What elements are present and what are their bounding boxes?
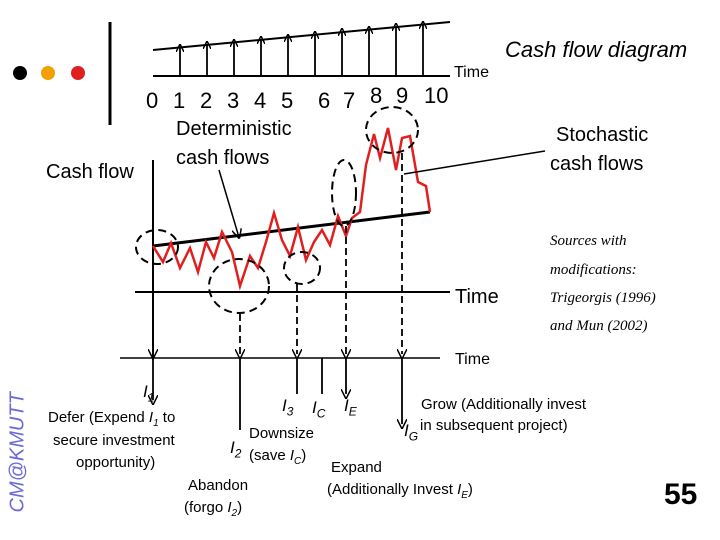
i2-label: I2	[230, 438, 241, 460]
expand-line1: Expand	[331, 459, 382, 476]
grow-line2: in subsequent project)	[420, 417, 568, 434]
orange-dot	[41, 66, 55, 80]
abandon-post: )	[237, 499, 243, 516]
abandon-line1: Abandon	[188, 477, 249, 494]
stochastic-label-line1: Stochastic	[556, 124, 649, 146]
ic-sub: C	[316, 406, 326, 421]
defer-line2: secure investment	[53, 432, 175, 449]
sources-line3: Trigeorgis (1996)	[550, 290, 656, 306]
sources-line2: modifications:	[550, 262, 637, 278]
watermark: CM@KMUTT	[6, 392, 29, 513]
deterministic-trend-line	[152, 210, 431, 248]
defer-text: Defer (Expend	[48, 409, 149, 426]
i3-sub: 3	[286, 404, 294, 419]
top-time-label: Time	[454, 64, 489, 81]
downsize-post: )	[301, 447, 307, 464]
option-lines	[153, 358, 402, 430]
stochastic-cash-flow-path	[151, 127, 432, 291]
tick-9: 9	[396, 83, 409, 108]
tick-2: 2	[200, 88, 213, 113]
sources-line4: and Mun (2002)	[550, 318, 648, 334]
stochastic-pointer	[403, 150, 546, 175]
ic-symbol: I	[312, 398, 317, 417]
defer-sub: 1	[153, 418, 159, 429]
grow-line1: Grow (Additionally invest	[421, 396, 587, 413]
ie-symbol: I	[344, 396, 349, 415]
i1-symbol: I	[143, 382, 148, 401]
expand-line2: (Additionally Invest IE)	[327, 481, 473, 501]
deterministic-label-line1: Deterministic	[176, 118, 292, 140]
bottom-time-label: Time	[455, 351, 490, 368]
black-dot	[13, 66, 27, 80]
downsize-sub: C	[294, 456, 302, 467]
middle-time-label: Time	[455, 286, 499, 308]
diagram-title: Cash flow diagram	[505, 37, 688, 62]
abandon-line2: (forgo I2)	[184, 499, 242, 519]
expand-pre: (Additionally Invest	[327, 481, 458, 498]
defer-line3: opportunity)	[76, 454, 156, 471]
downsize-symbol: I	[289, 447, 295, 464]
cash-flow-label: Cash flow	[46, 161, 134, 183]
tick-7: 7	[343, 88, 356, 113]
downsize-line2: (save IC)	[249, 447, 306, 467]
top-trend-line	[152, 21, 451, 51]
defer-symbol: I	[148, 409, 154, 426]
abandon-sub: 2	[231, 508, 238, 519]
i1-label: I1	[143, 382, 154, 404]
i2-symbol: I	[230, 438, 235, 457]
i2-sub: 2	[234, 446, 242, 461]
tick-10: 10	[424, 83, 449, 108]
downsize-line1: Downsize	[249, 425, 315, 442]
tick-8: 8	[370, 83, 383, 108]
i3-label: I3	[282, 396, 293, 418]
tick-0: 0	[146, 88, 159, 113]
tick-4: 4	[254, 88, 267, 113]
ig-sub: G	[408, 429, 419, 444]
dashed-circles	[135, 106, 419, 314]
ie-sub: E	[348, 404, 357, 419]
downsize-pre: (save	[249, 447, 290, 464]
option-drop-arrows	[153, 153, 402, 354]
expand-sub: E	[461, 490, 468, 501]
top-cash-flow-arrows	[180, 25, 423, 76]
tick-3: 3	[227, 88, 240, 113]
tick-5: 5	[281, 88, 294, 113]
abandon-symbol: I	[227, 499, 232, 516]
deterministic-label-line2: cash flows	[176, 147, 270, 169]
tick-1: 1	[173, 88, 186, 113]
abandon-pre: (forgo	[184, 499, 228, 516]
deterministic-pointer	[218, 169, 238, 234]
defer-line1: Defer (Expend I1 to	[48, 409, 175, 429]
ie-label: IE	[344, 396, 357, 418]
ic-label: IC	[312, 398, 325, 420]
ig-symbol: I	[404, 421, 409, 440]
tick-6: 6	[318, 88, 331, 113]
i3-symbol: I	[282, 396, 287, 415]
stochastic-label-line2: cash flows	[550, 153, 644, 175]
red-dot	[71, 66, 85, 80]
sources-line1: Sources with	[550, 233, 627, 249]
i1-sub: 1	[147, 390, 155, 405]
defer-to: to	[158, 409, 176, 426]
expand-symbol: I	[457, 481, 462, 498]
page-number: 55	[664, 478, 698, 511]
ig-label: IG	[404, 421, 418, 443]
expand-post: )	[467, 481, 473, 498]
